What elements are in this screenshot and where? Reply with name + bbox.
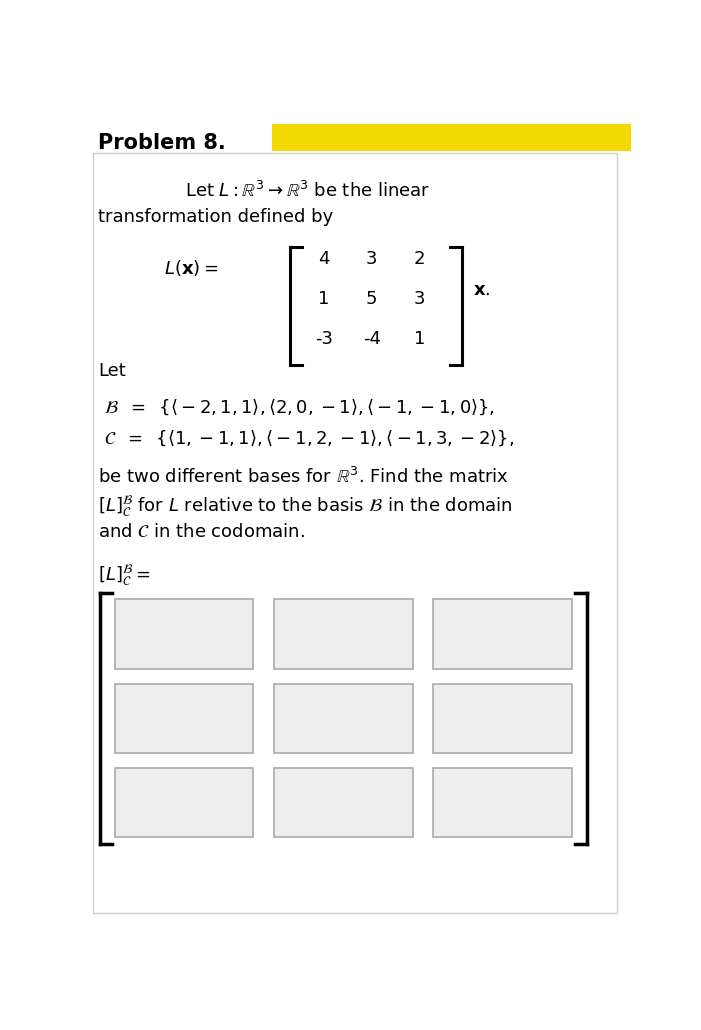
Text: 1: 1 <box>414 330 426 348</box>
Text: transformation defined by: transformation defined by <box>98 208 334 227</box>
FancyBboxPatch shape <box>433 599 572 670</box>
Text: be two different bases for $\mathbb{R}^3$. Find the matrix: be two different bases for $\mathbb{R}^3… <box>98 467 509 487</box>
Text: 4: 4 <box>318 250 329 269</box>
Text: $L(\mathbf{x}) = $: $L(\mathbf{x}) = $ <box>164 259 218 278</box>
Text: Let: Let <box>98 362 126 379</box>
Text: -3: -3 <box>315 330 333 348</box>
FancyBboxPatch shape <box>115 767 253 837</box>
FancyBboxPatch shape <box>93 152 618 913</box>
FancyBboxPatch shape <box>115 599 253 670</box>
Text: and $\mathcal{C}$ in the codomain.: and $\mathcal{C}$ in the codomain. <box>98 522 306 541</box>
Text: $\mathbf{x}.$: $\mathbf{x}.$ <box>472 281 490 299</box>
Text: 1: 1 <box>318 290 329 308</box>
Text: Problem 8.: Problem 8. <box>98 133 226 153</box>
FancyBboxPatch shape <box>274 767 412 837</box>
Text: $\mathcal{C}\;\; = \;\; \{\langle 1, -1, 1\rangle , \langle -1, 2, -1\rangle , \: $\mathcal{C}\;\; = \;\; \{\langle 1, -1,… <box>104 428 514 448</box>
FancyBboxPatch shape <box>274 599 412 670</box>
Text: 3: 3 <box>414 290 426 308</box>
FancyBboxPatch shape <box>115 684 253 753</box>
Text: $\mathcal{B}\;\; = \;\; \{\langle -2, 1, 1\rangle , \langle 2, 0, -1\rangle , \l: $\mathcal{B}\;\; = \;\; \{\langle -2, 1,… <box>104 398 495 417</box>
FancyBboxPatch shape <box>272 124 631 150</box>
FancyBboxPatch shape <box>433 767 572 837</box>
Text: -4: -4 <box>362 330 381 348</box>
Text: 3: 3 <box>366 250 378 269</box>
Text: $[L]^{\mathcal{B}}_{\mathcal{C}}$ for $L$ relative to the basis $\mathcal{B}$ in: $[L]^{\mathcal{B}}_{\mathcal{C}}$ for $L… <box>98 494 513 520</box>
Text: 2: 2 <box>414 250 426 269</box>
FancyBboxPatch shape <box>433 684 572 753</box>
Text: Let $L : \mathbb{R}^3 \rightarrow \mathbb{R}^3$ be the linear: Let $L : \mathbb{R}^3 \rightarrow \mathb… <box>185 180 430 201</box>
FancyBboxPatch shape <box>274 684 412 753</box>
Text: $[L]^{\mathcal{B}}_{\mathcal{C}} = $: $[L]^{\mathcal{B}}_{\mathcal{C}} = $ <box>98 563 151 589</box>
Text: 5: 5 <box>366 290 378 308</box>
